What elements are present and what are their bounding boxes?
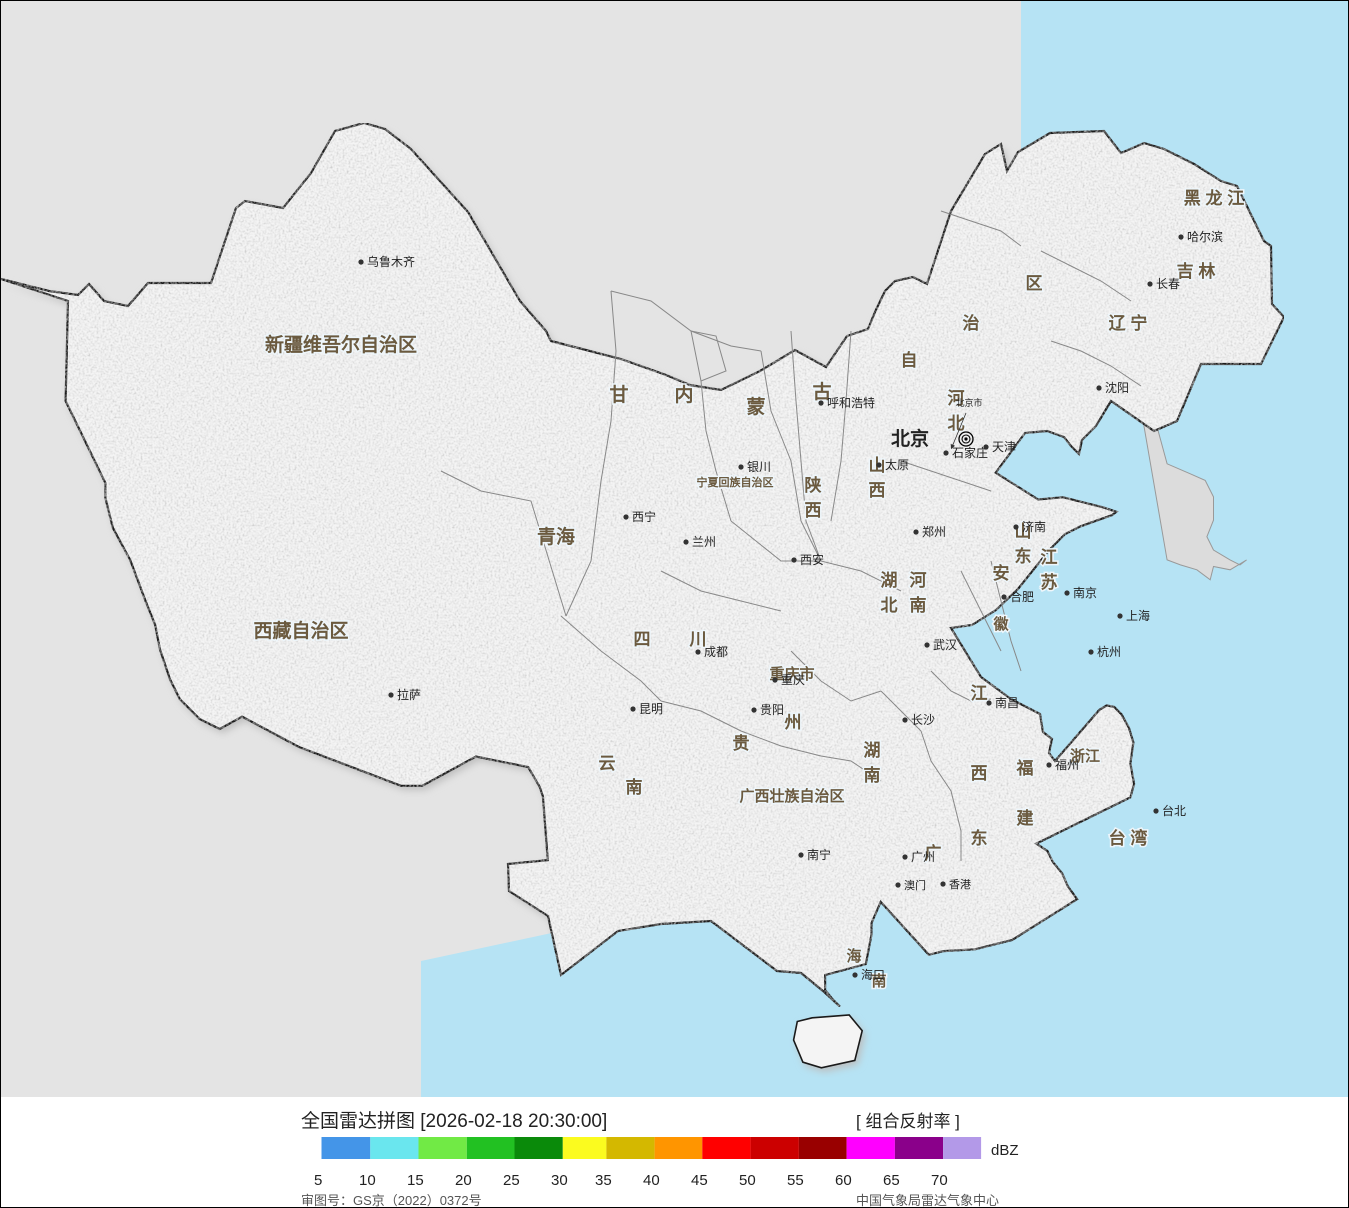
svg-text:澳门: 澳门	[904, 878, 926, 892]
svg-text:dBZ: dBZ	[991, 1142, 1019, 1159]
svg-text:北: 北	[881, 596, 898, 615]
svg-text:西安: 西安	[800, 552, 824, 567]
svg-text:55: 55	[787, 1172, 804, 1189]
svg-text:广西壮族自治区: 广西壮族自治区	[739, 787, 844, 805]
svg-text:东: 东	[1015, 546, 1032, 566]
svg-text:40: 40	[643, 1172, 660, 1189]
svg-text:海: 海	[846, 947, 861, 965]
svg-text:哈尔滨: 哈尔滨	[1187, 229, 1223, 244]
svg-text:25: 25	[503, 1172, 520, 1189]
svg-text:呼和浩特: 呼和浩特	[827, 395, 875, 410]
svg-text:江: 江	[971, 684, 988, 703]
svg-text:吉 林: 吉 林	[1177, 261, 1216, 281]
svg-text:苏: 苏	[1041, 572, 1058, 592]
svg-text:西宁: 西宁	[632, 509, 656, 524]
svg-text:贵阳: 贵阳	[760, 703, 784, 717]
svg-text:湖: 湖	[864, 741, 881, 760]
svg-text:香港: 香港	[949, 878, 971, 891]
svg-text:西: 西	[971, 764, 988, 783]
svg-text:70: 70	[931, 1172, 948, 1189]
svg-text:南昌: 南昌	[995, 695, 1019, 710]
svg-text:拉萨: 拉萨	[397, 687, 421, 702]
svg-text:长春: 长春	[1156, 277, 1180, 291]
svg-text:河: 河	[910, 571, 927, 590]
svg-text:沈阳: 沈阳	[1105, 380, 1129, 395]
svg-text:青海: 青海	[537, 525, 575, 548]
svg-text:10: 10	[359, 1172, 376, 1189]
svg-text:南: 南	[910, 595, 927, 615]
svg-text:自: 自	[901, 350, 918, 370]
svg-text:徽: 徽	[992, 615, 1009, 633]
svg-text:宁夏回族自治区: 宁夏回族自治区	[697, 475, 774, 489]
svg-text:福州: 福州	[1055, 757, 1079, 772]
svg-text:黑 龙 江: 黑 龙 江	[1184, 188, 1244, 208]
svg-text:四: 四	[634, 630, 651, 649]
svg-text:湖: 湖	[881, 571, 898, 590]
svg-text:区: 区	[1026, 274, 1043, 293]
svg-text:南宁: 南宁	[807, 847, 831, 862]
svg-text:北京市: 北京市	[955, 397, 982, 408]
svg-text:35: 35	[595, 1172, 612, 1189]
svg-text:建: 建	[1017, 808, 1034, 828]
svg-text:50: 50	[739, 1172, 756, 1189]
svg-text:治: 治	[963, 313, 980, 333]
svg-text:天津: 天津	[992, 440, 1016, 454]
svg-text:海口: 海口	[861, 967, 885, 982]
svg-text:东: 东	[971, 828, 988, 848]
svg-text:云: 云	[599, 754, 616, 773]
svg-text:西: 西	[805, 501, 822, 520]
svg-text:长沙: 长沙	[911, 713, 935, 727]
svg-text:新疆维吾尔自治区: 新疆维吾尔自治区	[265, 333, 417, 356]
svg-text:南: 南	[864, 765, 881, 785]
svg-text:贵: 贵	[733, 733, 750, 753]
svg-text:[ 组合反射率 ]: [ 组合反射率 ]	[856, 1112, 960, 1131]
svg-text:甘: 甘	[609, 384, 628, 406]
svg-text:成都: 成都	[704, 645, 728, 659]
svg-text:内: 内	[674, 383, 693, 406]
svg-text:昆明: 昆明	[639, 702, 663, 716]
svg-text:审图号：GS京（2022）0372号: 审图号：GS京（2022）0372号	[301, 1193, 482, 1208]
svg-text:银川: 银川	[747, 460, 771, 474]
svg-text:20: 20	[455, 1172, 472, 1189]
svg-text:武汉: 武汉	[933, 638, 957, 652]
svg-text:乌鲁木齐: 乌鲁木齐	[367, 254, 415, 269]
svg-text:南: 南	[626, 777, 643, 797]
svg-text:45: 45	[691, 1172, 708, 1189]
svg-text:北京: 北京	[891, 427, 929, 450]
svg-text:西藏自治区: 西藏自治区	[253, 619, 348, 642]
svg-text:重庆: 重庆	[781, 673, 805, 687]
svg-text:济南: 济南	[1022, 519, 1046, 534]
svg-text:15: 15	[407, 1172, 424, 1189]
svg-text:65: 65	[883, 1172, 900, 1189]
svg-text:杭州: 杭州	[1097, 644, 1121, 659]
svg-text:辽 宁: 辽 宁	[1109, 313, 1148, 333]
svg-text:郑州: 郑州	[922, 524, 946, 539]
svg-text:福: 福	[1016, 758, 1034, 778]
svg-text:州: 州	[784, 713, 802, 732]
svg-text:广州: 广州	[911, 850, 935, 864]
svg-text:台 湾: 台 湾	[1109, 828, 1148, 848]
svg-text:30: 30	[551, 1172, 568, 1189]
svg-text:石家庄: 石家庄	[952, 445, 988, 460]
svg-text:5: 5	[314, 1172, 322, 1189]
svg-text:全国雷达拼图 [2026-02-18 20:30:00]: 全国雷达拼图 [2026-02-18 20:30:00]	[301, 1110, 607, 1132]
svg-text:西: 西	[869, 481, 886, 500]
svg-text:太原: 太原	[885, 457, 909, 472]
svg-text:蒙: 蒙	[746, 396, 765, 418]
svg-text:陕: 陕	[805, 475, 822, 495]
svg-text:兰州: 兰州	[692, 535, 716, 549]
svg-text:安: 安	[993, 563, 1010, 583]
svg-text:合肥: 合肥	[1010, 589, 1034, 604]
svg-text:南京: 南京	[1073, 585, 1097, 600]
svg-text:江: 江	[1041, 548, 1058, 567]
svg-text:上海: 上海	[1126, 608, 1150, 623]
svg-text:中国气象局雷达气象中心: 中国气象局雷达气象中心	[856, 1193, 999, 1208]
svg-text:台北: 台北	[1162, 803, 1186, 818]
svg-text:60: 60	[835, 1172, 852, 1189]
